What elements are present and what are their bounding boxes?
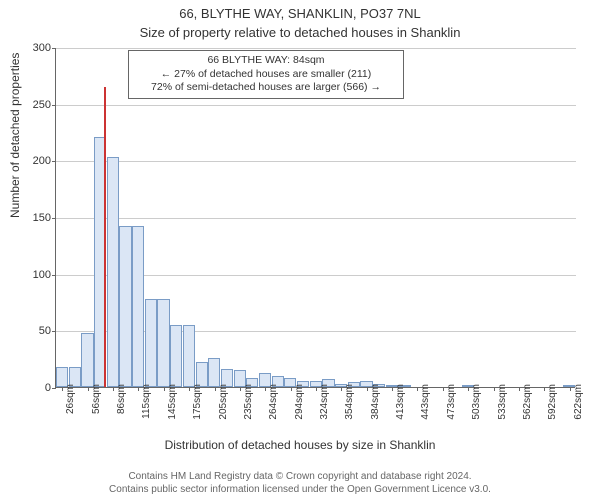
annotation-box: 66 BLYTHE WAY: 84sqm ← 27% of detached h… xyxy=(128,50,404,99)
xtick-mark xyxy=(443,387,444,391)
ytick-label: 0 xyxy=(16,382,51,394)
ytick-mark xyxy=(52,218,56,219)
page-title: 66, BLYTHE WAY, SHANKLIN, PO37 7NL xyxy=(0,0,600,23)
ytick-mark xyxy=(52,275,56,276)
ytick-mark xyxy=(52,161,56,162)
annotation-line: ← 27% of detached houses are smaller (21… xyxy=(135,68,397,82)
xtick-label: 294sqm xyxy=(294,384,305,420)
xtick-mark xyxy=(519,387,520,391)
xtick-mark xyxy=(164,387,165,391)
xtick-label: 205sqm xyxy=(218,384,229,420)
histogram-bar xyxy=(119,226,131,387)
xtick-mark xyxy=(138,387,139,391)
xtick-mark xyxy=(62,387,63,391)
ytick-label: 150 xyxy=(16,212,51,224)
xtick-mark xyxy=(341,387,342,391)
xtick-mark xyxy=(215,387,216,391)
xtick-label: 562sqm xyxy=(522,384,533,420)
histogram-bar xyxy=(208,358,220,387)
page-subtitle: Size of property relative to detached ho… xyxy=(0,23,600,40)
xtick-label: 533sqm xyxy=(497,384,508,420)
xtick-mark xyxy=(240,387,241,391)
xtick-label: 86sqm xyxy=(116,384,127,414)
ytick-mark xyxy=(52,388,56,389)
xtick-label: 503sqm xyxy=(471,384,482,420)
histogram-bar xyxy=(157,299,169,387)
gridline xyxy=(56,105,576,106)
xtick-mark xyxy=(468,387,469,391)
xtick-label: 26sqm xyxy=(65,384,76,414)
histogram-bar xyxy=(107,157,119,387)
annotation-line: 66 BLYTHE WAY: 84sqm xyxy=(135,54,397,68)
footer-line: Contains public sector information licen… xyxy=(0,483,600,496)
footer-line: Contains HM Land Registry data © Crown c… xyxy=(0,470,600,483)
xtick-label: 622sqm xyxy=(573,384,584,420)
xtick-label: 473sqm xyxy=(446,384,457,420)
xtick-mark xyxy=(544,387,545,391)
ytick-mark xyxy=(52,48,56,49)
histogram-bar xyxy=(81,333,93,387)
footer-attribution: Contains HM Land Registry data © Crown c… xyxy=(0,470,600,496)
histogram-bar xyxy=(183,325,195,387)
xtick-label: 145sqm xyxy=(167,384,178,420)
ytick-label: 300 xyxy=(16,42,51,54)
xtick-mark xyxy=(367,387,368,391)
xtick-label: 592sqm xyxy=(547,384,558,420)
ytick-mark xyxy=(52,105,56,106)
chart-container: 66, BLYTHE WAY, SHANKLIN, PO37 7NL Size … xyxy=(0,0,600,500)
xtick-mark xyxy=(88,387,89,391)
ytick-mark xyxy=(52,331,56,332)
gridline xyxy=(56,218,576,219)
xtick-label: 443sqm xyxy=(420,384,431,420)
xtick-mark xyxy=(417,387,418,391)
ytick-label: 50 xyxy=(16,325,51,337)
xtick-label: 175sqm xyxy=(192,384,203,420)
xtick-mark xyxy=(189,387,190,391)
xtick-label: 115sqm xyxy=(141,384,152,419)
ytick-label: 100 xyxy=(16,269,51,281)
xtick-label: 384sqm xyxy=(370,384,381,420)
xtick-label: 235sqm xyxy=(243,384,254,420)
xtick-label: 413sqm xyxy=(395,384,406,420)
chart-area: 05010015020025030026sqm56sqm86sqm115sqm1… xyxy=(55,48,575,388)
gridline xyxy=(56,48,576,49)
xtick-mark xyxy=(291,387,292,391)
xtick-mark xyxy=(316,387,317,391)
histogram-bar xyxy=(145,299,157,387)
xtick-mark xyxy=(570,387,571,391)
xtick-mark xyxy=(265,387,266,391)
histogram-bar xyxy=(170,325,182,387)
x-axis-label: Distribution of detached houses by size … xyxy=(0,438,600,452)
xtick-label: 264sqm xyxy=(268,384,279,420)
plot-region: 05010015020025030026sqm56sqm86sqm115sqm1… xyxy=(55,48,575,388)
xtick-mark xyxy=(113,387,114,391)
y-axis-label: Number of detached properties xyxy=(8,53,22,218)
annotation-line: 72% of semi-detached houses are larger (… xyxy=(135,81,397,95)
xtick-mark xyxy=(494,387,495,391)
xtick-mark xyxy=(392,387,393,391)
xtick-label: 324sqm xyxy=(319,384,330,420)
xtick-label: 56sqm xyxy=(91,384,102,414)
reference-line xyxy=(104,87,106,387)
ytick-label: 250 xyxy=(16,99,51,111)
gridline xyxy=(56,161,576,162)
xtick-label: 354sqm xyxy=(344,384,355,420)
histogram-bar xyxy=(132,226,144,387)
ytick-label: 200 xyxy=(16,155,51,167)
